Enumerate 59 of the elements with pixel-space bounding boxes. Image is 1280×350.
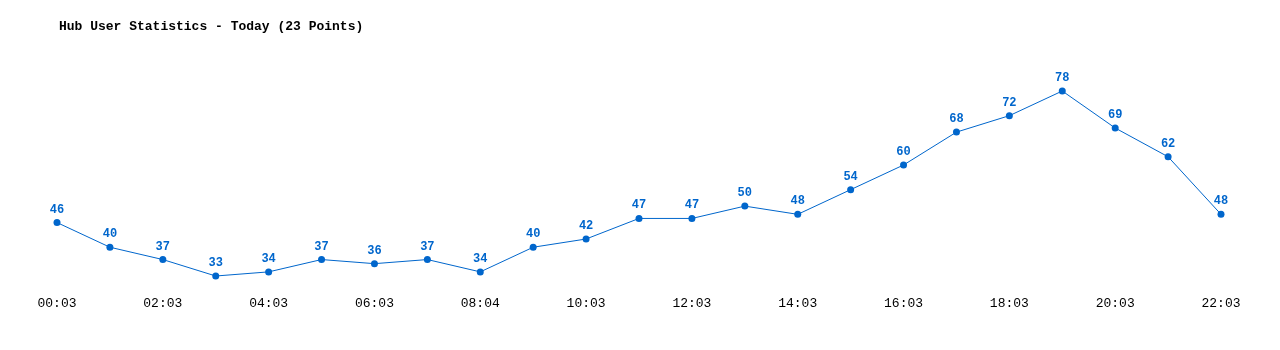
- point: [635, 214, 643, 222]
- data-label: 37: [420, 239, 435, 254]
- data-label: 68: [949, 112, 964, 127]
- point: [370, 260, 378, 268]
- point: [318, 256, 326, 264]
- x-tick-label: 22:03: [1201, 296, 1241, 311]
- x-tick-label: 12:03: [672, 296, 712, 311]
- point: [741, 202, 749, 210]
- point: [265, 268, 273, 276]
- x-tick-label: 14:03: [778, 296, 818, 311]
- point: [688, 214, 696, 222]
- data-label: 48: [790, 194, 805, 209]
- x-tick-label: 20:03: [1095, 296, 1135, 311]
- data-label: 36: [367, 243, 382, 258]
- point: [423, 256, 431, 264]
- x-tick-label: 06:03: [354, 296, 394, 311]
- data-label: 69: [1107, 108, 1123, 122]
- data-label: 48: [1213, 194, 1229, 209]
- point: [106, 243, 114, 251]
- point: [53, 219, 61, 227]
- data-label: 50: [737, 186, 753, 201]
- point: [1058, 87, 1066, 95]
- point: [582, 235, 590, 243]
- x-tick-label: 04:03: [249, 296, 289, 311]
- point: [1111, 124, 1119, 132]
- data-label: 46: [49, 202, 65, 217]
- x-tick-label: 16:03: [884, 296, 924, 311]
- point: [847, 186, 855, 194]
- data-label: 47: [684, 198, 700, 213]
- x-tick-label: 08:04: [460, 296, 500, 311]
- point: [794, 210, 802, 218]
- data-label: 33: [208, 256, 223, 270]
- x-tick-label: 18:03: [989, 296, 1029, 311]
- point: [1164, 153, 1172, 161]
- point: [1005, 112, 1013, 120]
- data-label: 72: [1002, 95, 1017, 110]
- x-tick-label: 02:03: [143, 296, 183, 311]
- data-label: 37: [155, 239, 171, 254]
- data-label: 78: [1055, 71, 1070, 85]
- point: [212, 272, 220, 280]
- x-tick-label: 00:03: [37, 296, 77, 311]
- point: [900, 161, 908, 169]
- data-label: 40: [525, 227, 541, 242]
- point: [1217, 210, 1225, 218]
- data-label: 37: [314, 239, 329, 254]
- data-label: 34: [261, 251, 276, 266]
- data-label: 42: [578, 219, 594, 233]
- x-tick-label: 10:03: [566, 296, 606, 311]
- point: [529, 243, 537, 251]
- chart-title: Hub User Statistics - Today (23 Points): [59, 19, 364, 34]
- data-label: 62: [1160, 136, 1176, 151]
- data-label: 47: [631, 198, 647, 213]
- point: [159, 256, 167, 264]
- data-label: 34: [473, 251, 488, 266]
- data-label: 40: [102, 227, 118, 242]
- data-label: 54: [843, 169, 858, 184]
- data-label: 60: [896, 145, 911, 159]
- point: [476, 268, 484, 276]
- point: [952, 128, 960, 136]
